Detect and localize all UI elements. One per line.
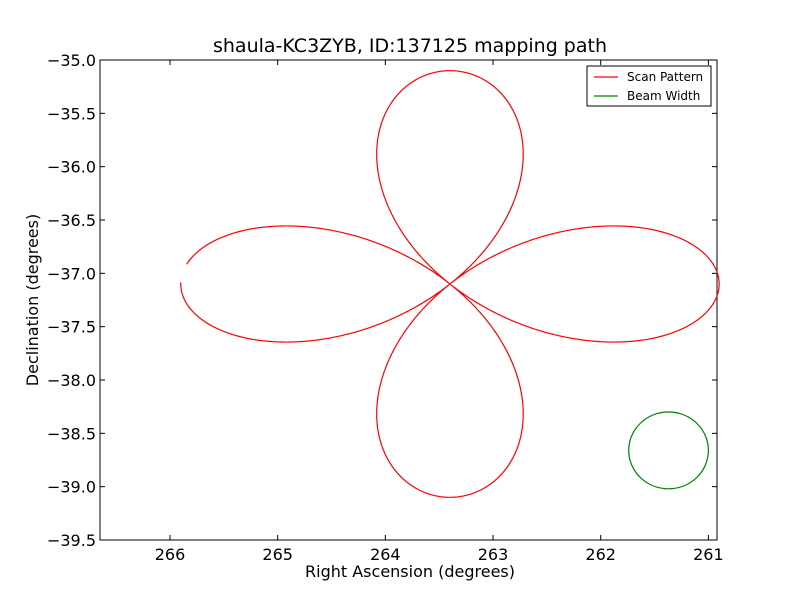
x-tick-label: 261	[693, 545, 724, 564]
beam-width-circle	[628, 411, 709, 490]
x-tick-label: 262	[585, 545, 616, 564]
x-axis-label: Right Ascension (degrees)	[305, 562, 515, 581]
x-tick-label: 265	[262, 545, 293, 564]
y-tick-label: −38.5	[47, 424, 96, 443]
plot-area	[99, 59, 718, 541]
legend-label-scan-pattern: Scan Pattern	[627, 70, 703, 84]
series-layer	[180, 70, 720, 498]
y-tick-label: −39.0	[47, 478, 96, 497]
x-tick-label: 263	[478, 545, 509, 564]
y-tick-label: −35.5	[47, 104, 96, 123]
x-tick-label: 266	[155, 545, 186, 564]
legend: Scan Pattern Beam Width	[586, 65, 712, 107]
y-tick-label: −36.0	[47, 158, 96, 177]
y-axis-ticks: −35.0 −35.5 −36.0 −36.5 −37.0 −37.5 −38.0 −38.5…	[47, 51, 717, 550]
y-tick-label: −37.0	[47, 264, 96, 283]
y-tick-label: −37.5	[47, 318, 96, 337]
y-tick-label: −35.0	[47, 51, 96, 70]
y-tick-label: −36.5	[47, 211, 96, 230]
legend-box	[586, 65, 712, 107]
y-axis-label: Declination (degrees)	[23, 214, 42, 386]
chart-title: shaula-KC3ZYB, ID:137125 mapping path	[213, 35, 607, 57]
scan-pattern-path	[180, 70, 720, 498]
y-tick-label: −38.0	[47, 371, 96, 390]
legend-label-beam-width: Beam Width	[627, 89, 700, 103]
y-tick-label: −39.5	[47, 531, 96, 550]
x-axis-ticks: 266 265 264 263 262 261	[155, 60, 724, 564]
x-tick-label: 264	[370, 545, 401, 564]
